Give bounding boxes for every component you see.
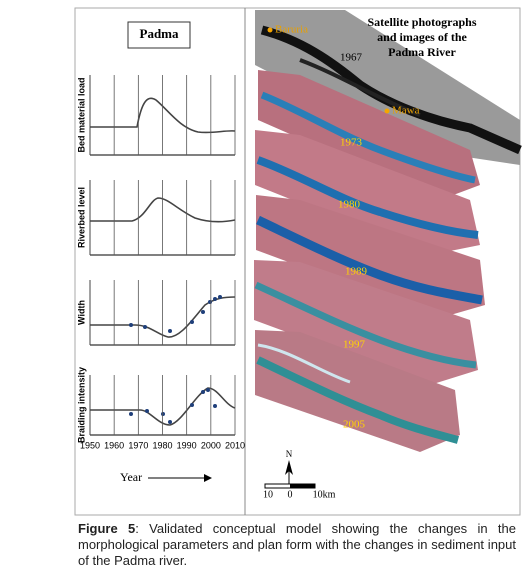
figure: Padma Baruria Mawa Satellite photographs… <box>74 7 522 516</box>
year-label: 1989 <box>345 266 368 278</box>
scale-label: 0 <box>288 489 293 500</box>
year-label: 1980 <box>338 199 361 211</box>
caption-text: : Validated conceptual model showing the… <box>78 521 516 568</box>
y-axis-title: Braiding intensity <box>76 367 86 443</box>
place-dot <box>384 108 390 114</box>
panel-title: Padma <box>140 26 180 41</box>
x-axis-title: Year <box>120 470 142 484</box>
caption: Figure 5: Validated conceptual model sho… <box>78 521 516 569</box>
title-box <box>127 21 191 49</box>
x-tick-label: 1980 <box>152 440 172 450</box>
year-label: 2005 <box>343 419 366 431</box>
arrow-head <box>204 474 212 482</box>
x-tick-label: 1970 <box>128 440 148 450</box>
observed-points <box>129 295 222 424</box>
frame <box>74 7 521 516</box>
scale-label: 10 <box>263 489 273 500</box>
place-label: Mawa <box>392 105 420 117</box>
map-title: and images of the <box>377 30 467 44</box>
year-label: 1967 <box>340 52 363 64</box>
place-label: Baruria <box>275 24 308 36</box>
x-tick-label: 2010 <box>225 440 245 450</box>
x-tick-label: 1950 <box>80 440 100 450</box>
map-title: Satellite photographs <box>367 15 476 29</box>
x-tick-label: 2000 <box>201 440 221 450</box>
y-axis-title: Riverbed level <box>76 187 86 248</box>
y-axis-title: Bed material load <box>76 77 86 152</box>
map-title: Padma River <box>388 45 456 59</box>
year-label: 1997 <box>343 339 366 351</box>
caption-label: Figure 5 <box>78 521 136 536</box>
x-tick-label: 1960 <box>104 440 124 450</box>
scale-bar <box>264 460 316 489</box>
x-tick-label: 1990 <box>177 440 197 450</box>
north-label: N <box>286 449 293 459</box>
satellite-images <box>254 10 522 452</box>
y-axis-title: Width <box>76 300 86 325</box>
place-dot <box>267 27 273 33</box>
year-label: 1973 <box>340 137 363 149</box>
scale-label: 10km <box>313 489 336 500</box>
